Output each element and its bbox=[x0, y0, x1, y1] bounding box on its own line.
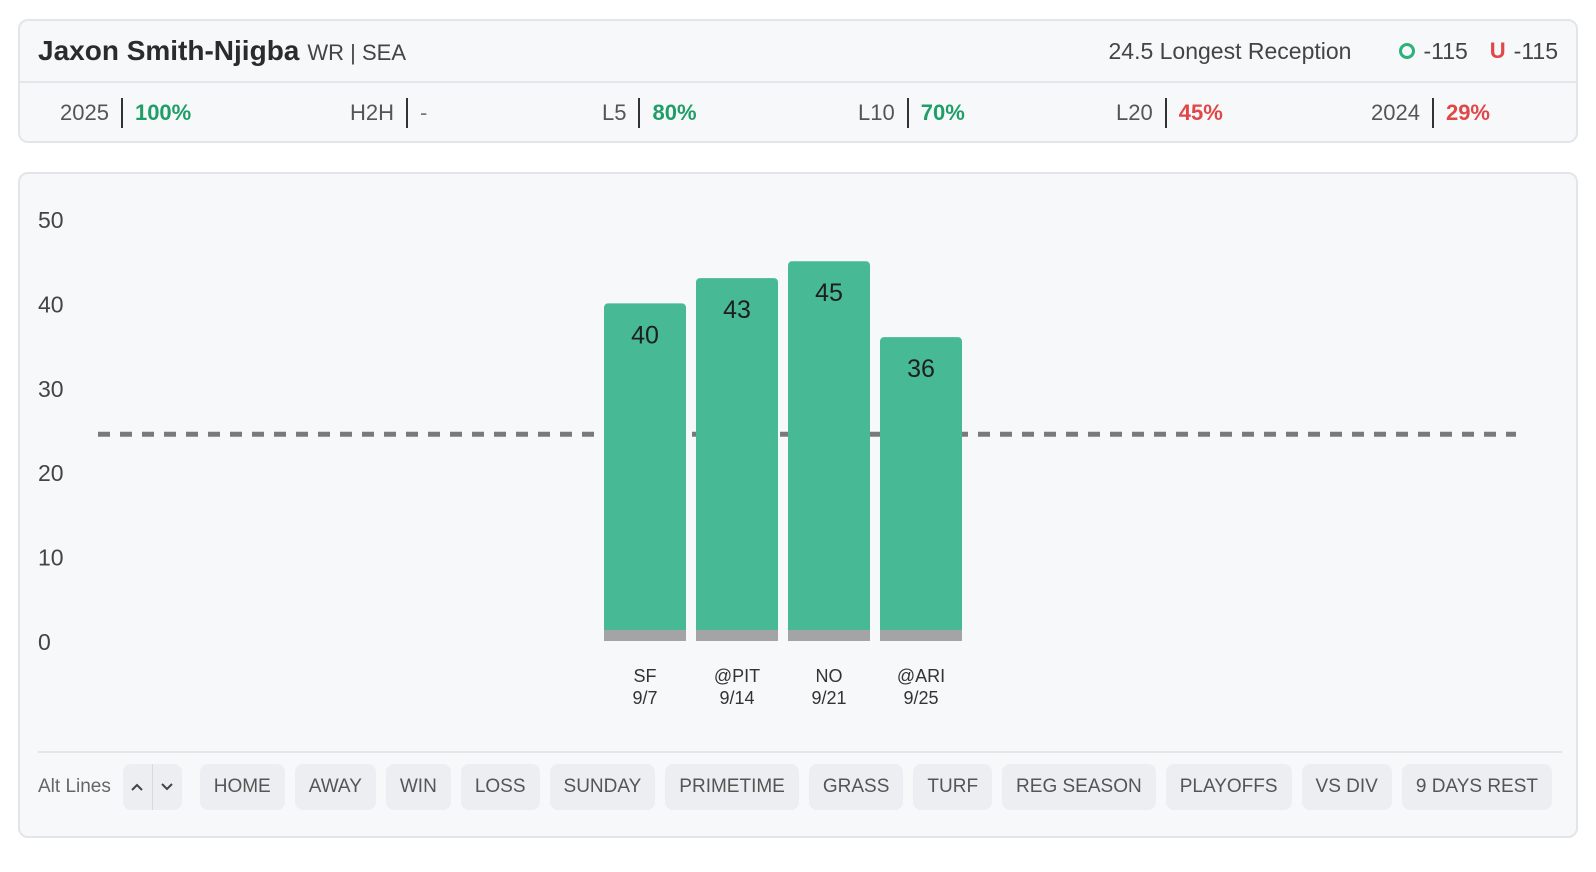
prop-header-card: Jaxon Smith-Njigba WR | SEA 24.5 Longest… bbox=[18, 19, 1578, 143]
bar-base bbox=[604, 630, 686, 641]
stat-label: L10 bbox=[858, 100, 895, 125]
alt-line-down-button[interactable] bbox=[153, 764, 182, 810]
bar bbox=[604, 303, 686, 641]
y-tick-label: 40 bbox=[38, 291, 64, 317]
stat-value: 29% bbox=[1445, 100, 1490, 125]
stat-divider bbox=[1431, 98, 1434, 128]
filter-chip-win[interactable]: WIN bbox=[385, 764, 451, 810]
chevron-up-icon bbox=[131, 783, 143, 791]
stat-divider bbox=[406, 98, 409, 128]
y-tick-label: 20 bbox=[38, 460, 64, 486]
bar-base bbox=[788, 630, 870, 641]
x-tick-date: 9/14 bbox=[719, 688, 754, 708]
bar bbox=[880, 337, 962, 641]
bar-sf[interactable]: 40 SF9/7 bbox=[604, 303, 686, 708]
bar-value-label: 45 bbox=[815, 279, 843, 307]
game-log-chart-card: 0 10 20 30 40 50 40 SF 9/7 43 @PIT 9/14 45 NO 9/21 36 @A… bbox=[18, 172, 1578, 838]
stat-value: 80% bbox=[652, 100, 697, 125]
filter-chip-turf[interactable]: TURF bbox=[913, 764, 993, 810]
hit-rate-stats: 2025 100% H2H - L5 80% L10 70% L20 45% 2024 29% bbox=[20, 83, 1576, 143]
prop-line-info: 24.5 Longest Reception -115 U -115 bbox=[1108, 38, 1558, 65]
filter-chip-away[interactable]: AWAY bbox=[294, 764, 376, 810]
stat-2024[interactable]: 2024 29% bbox=[1371, 83, 1490, 143]
filter-chip-reg-season[interactable]: REG SEASON bbox=[1002, 764, 1156, 810]
bar-base bbox=[880, 630, 962, 641]
y-tick-label: 10 bbox=[38, 545, 64, 571]
x-tick-date: 9/21 bbox=[811, 688, 846, 708]
stat-value: 70% bbox=[920, 100, 965, 125]
over-odds-button[interactable]: -115 bbox=[1399, 37, 1468, 65]
stat-l10[interactable]: L10 70% bbox=[858, 83, 965, 143]
filter-chip-grass[interactable]: GRASS bbox=[808, 764, 904, 810]
bar-value-label: 40 bbox=[631, 321, 659, 349]
bar-value-label: 36 bbox=[907, 355, 935, 383]
filter-chip-home[interactable]: HOME bbox=[199, 764, 285, 810]
filter-chips: HOME AWAY WIN LOSS SUNDAY PRIMETIME GRASS TURF R… bbox=[199, 764, 1562, 810]
stat-l20[interactable]: L20 45% bbox=[1116, 83, 1223, 143]
bar bbox=[788, 261, 870, 641]
x-tick-date: 9/25 bbox=[903, 688, 938, 708]
alt-line-up-button[interactable] bbox=[123, 764, 152, 810]
filter-chip-playoffs[interactable]: PLAYOFFS bbox=[1165, 764, 1292, 810]
stat-h2h[interactable]: H2H - bbox=[350, 83, 427, 143]
stat-value: 45% bbox=[1178, 100, 1223, 125]
stat-divider bbox=[120, 98, 123, 128]
stat-label: H2H bbox=[350, 100, 395, 125]
under-odds-button[interactable]: U -115 bbox=[1490, 38, 1558, 65]
stat-label: 2024 bbox=[1371, 100, 1420, 125]
under-odds: -115 bbox=[1513, 37, 1558, 64]
stat-divider bbox=[906, 98, 909, 128]
over-odds: -115 bbox=[1423, 37, 1468, 64]
bar bbox=[696, 278, 778, 641]
bar-value-label: 43 bbox=[723, 296, 751, 324]
stat-divider bbox=[1164, 98, 1167, 128]
stat-label: L5 bbox=[602, 100, 627, 125]
prop-header: Jaxon Smith-Njigba WR | SEA 24.5 Longest… bbox=[20, 21, 1576, 83]
chevron-down-icon bbox=[161, 783, 174, 791]
y-tick-label: 0 bbox=[38, 629, 51, 655]
under-tag: U bbox=[1489, 38, 1506, 63]
stat-2025[interactable]: 2025 100% bbox=[60, 83, 191, 143]
over-icon bbox=[1399, 43, 1416, 59]
filter-chip-loss[interactable]: LOSS bbox=[460, 764, 540, 810]
alt-lines-stepper bbox=[122, 764, 182, 810]
stat-value: - bbox=[420, 100, 428, 125]
filter-chip-primetime[interactable]: PRIMETIME bbox=[665, 764, 799, 810]
filter-bar: Alt Lines HOME AWAY WIN LOSS SUNDAY PRIMETIME… bbox=[38, 751, 1562, 821]
bar-no[interactable]: 45 NO9/21 bbox=[788, 261, 870, 708]
x-tick-opponent: SF bbox=[633, 666, 656, 686]
player-position-team: WR | SEA bbox=[307, 40, 406, 65]
x-tick-opponent: @PIT bbox=[714, 666, 760, 686]
filter-chip-sunday[interactable]: SUNDAY bbox=[549, 764, 656, 810]
stat-label: L20 bbox=[1116, 100, 1153, 125]
alt-lines-label: Alt Lines bbox=[38, 776, 111, 797]
bar-base bbox=[696, 630, 778, 641]
stat-l5[interactable]: L5 80% bbox=[602, 83, 697, 143]
y-tick-label: 30 bbox=[38, 376, 64, 402]
x-tick-opponent: @ARI bbox=[897, 666, 945, 686]
player-name: Jaxon Smith-Njigba bbox=[38, 35, 300, 66]
stat-label: 2025 bbox=[60, 100, 109, 125]
filter-chip-vs-div[interactable]: VS DIV bbox=[1301, 764, 1392, 810]
x-tick-date: 9/7 bbox=[632, 688, 657, 708]
x-tick-opponent: NO bbox=[816, 666, 843, 686]
stat-value: 100% bbox=[134, 100, 192, 125]
prop-label: 24.5 Longest Reception bbox=[1108, 37, 1352, 64]
stat-divider bbox=[638, 98, 641, 128]
filter-chip-9-days-rest[interactable]: 9 DAYS REST bbox=[1401, 764, 1552, 810]
y-tick-label: 50 bbox=[38, 207, 64, 233]
